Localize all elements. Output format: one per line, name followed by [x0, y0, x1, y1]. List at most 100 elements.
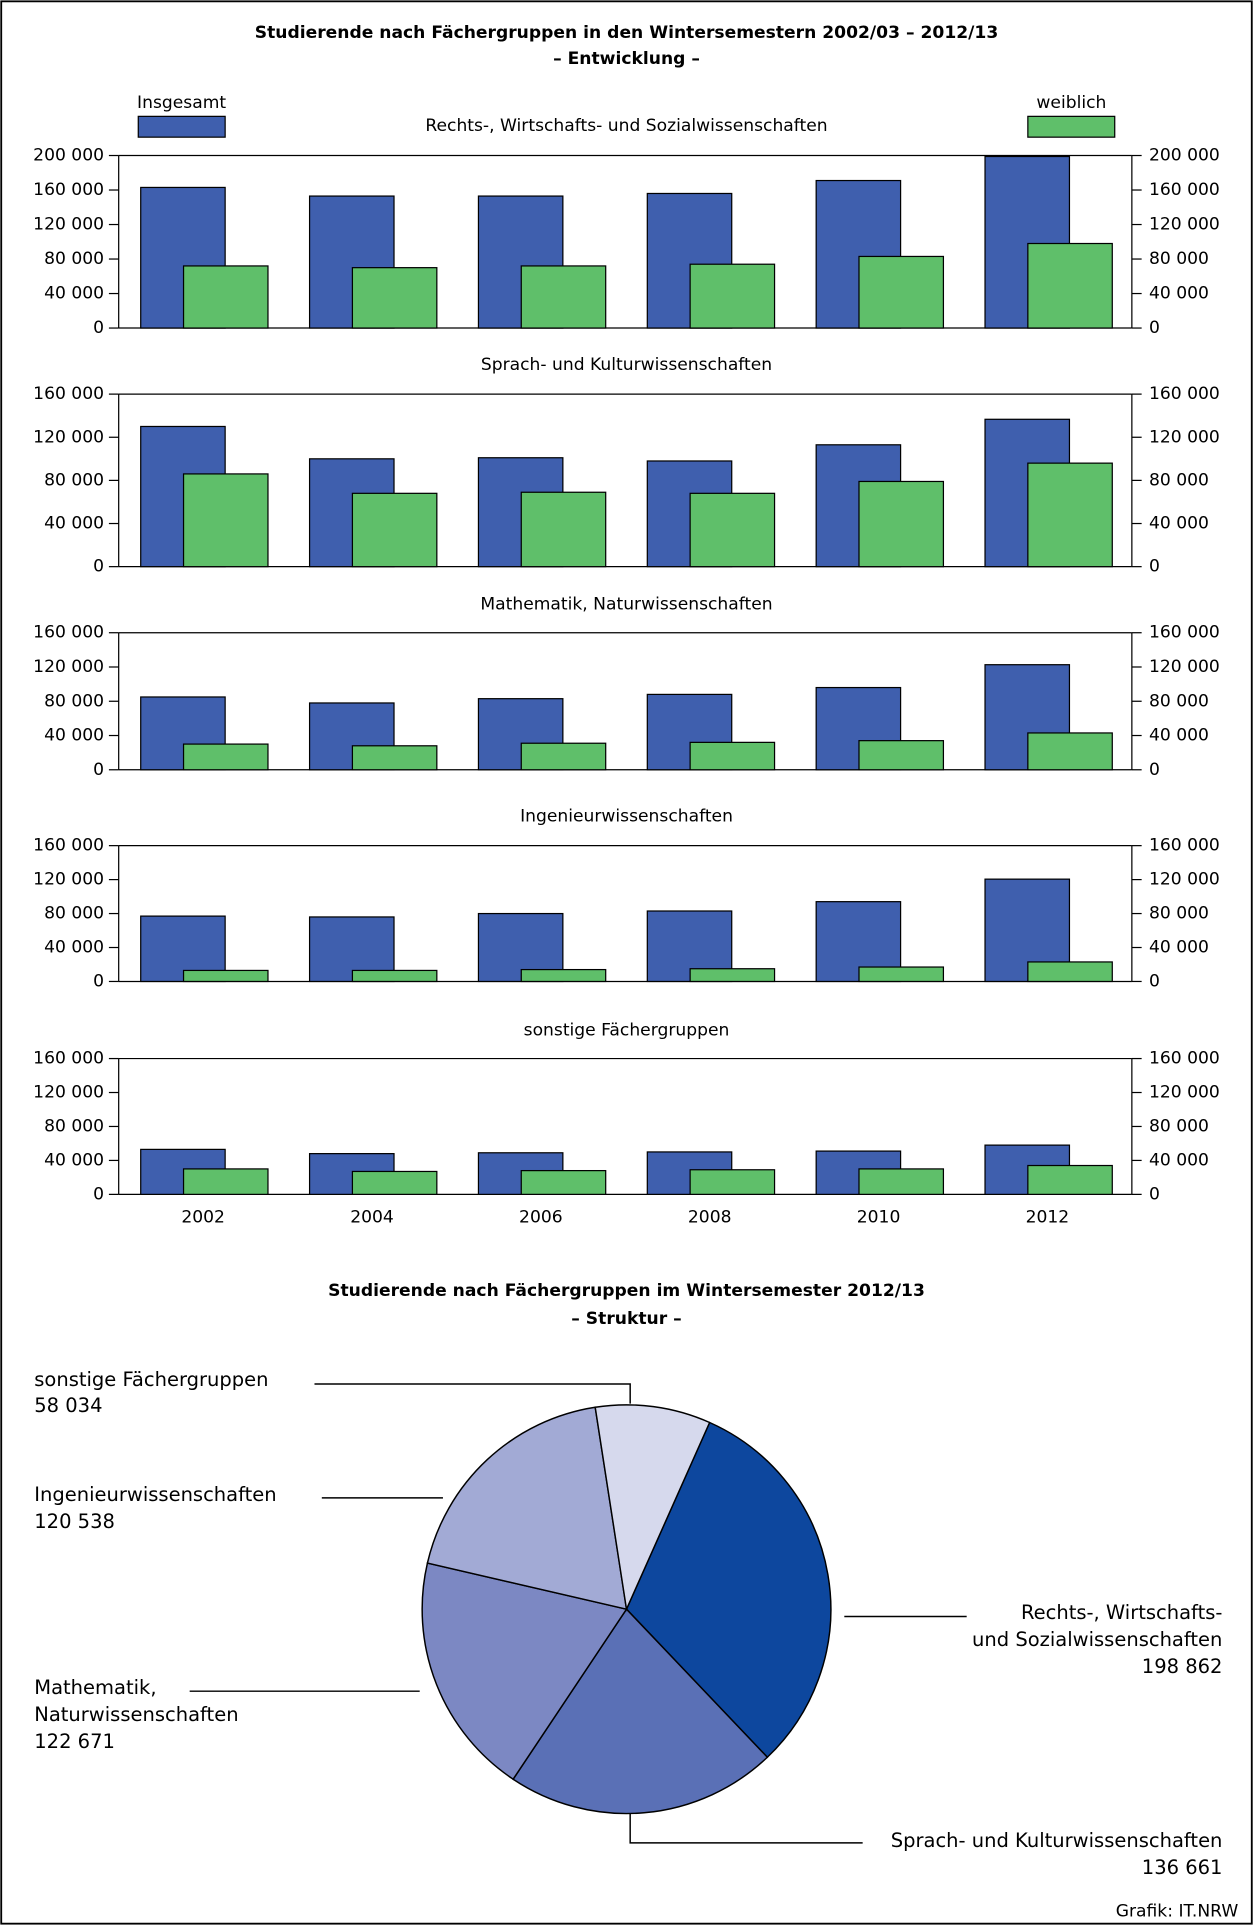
y-tick-label: 0 — [93, 760, 104, 780]
pie-slice — [594, 1404, 711, 1612]
y2-tick-label: 160 000 — [1149, 384, 1220, 404]
panel-title: Rechts-, Wirtschafts- und Sozialwissensc… — [425, 116, 827, 136]
y-tick-label: 0 — [93, 557, 104, 577]
y2-tick-label: 80 000 — [1149, 691, 1209, 711]
y2-tick-label: 0 — [1149, 557, 1160, 577]
pie-slice — [512, 1608, 769, 1815]
bar — [689, 741, 776, 771]
bar — [520, 491, 607, 568]
y-tick-label: 120 000 — [33, 215, 104, 235]
bar — [1027, 1164, 1113, 1195]
leader-line — [314, 1383, 631, 1404]
pie-slice — [421, 1562, 628, 1781]
y-tick-label: 80 000 — [44, 470, 104, 490]
y-tick-label: 160 000 — [33, 384, 104, 404]
chart-subtitle: – Struktur – — [571, 1309, 681, 1329]
y2-tick-label: 40 000 — [1149, 284, 1209, 304]
bar — [520, 1169, 607, 1195]
legend-swatch — [137, 115, 226, 138]
panel-title: Sprach- und Kulturwissenschaften — [481, 355, 772, 375]
y2-tick-label: 120 000 — [1149, 427, 1220, 447]
y-tick-label: 0 — [93, 971, 104, 991]
y2-tick-label: 160 000 — [1149, 1049, 1220, 1069]
x-tick-label: 2008 — [688, 1208, 732, 1228]
bar — [182, 969, 269, 983]
pie-label: Rechts-, Wirtschafts- und Sozialwissensc… — [972, 1601, 1223, 1652]
bar — [351, 267, 438, 329]
y2-tick-label: 40 000 — [1149, 1150, 1209, 1170]
panel-title: Mathematik, Naturwissenschaften — [480, 595, 772, 615]
bar — [351, 1170, 438, 1195]
y2-tick-label: 0 — [1149, 1184, 1160, 1204]
bar — [351, 969, 438, 983]
pie-value-label: 120 538 — [34, 1509, 115, 1533]
y2-tick-label: 200 000 — [1149, 146, 1220, 166]
y-tick-label: 0 — [93, 318, 104, 338]
leader-line — [629, 1813, 863, 1844]
bar — [689, 492, 776, 568]
bar — [351, 745, 438, 771]
bar — [689, 1169, 776, 1195]
y-tick-label: 80 000 — [44, 904, 104, 924]
y-tick-label: 120 000 — [33, 870, 104, 890]
y-tick-label: 120 000 — [33, 1083, 104, 1103]
y-tick-label: 160 000 — [33, 623, 104, 643]
y-tick-label: 160 000 — [33, 1049, 104, 1069]
y2-tick-label: 0 — [1149, 318, 1160, 338]
y2-tick-label: 40 000 — [1149, 938, 1209, 958]
bar — [689, 968, 776, 983]
bar — [182, 1168, 269, 1195]
bar — [520, 742, 607, 771]
y2-tick-label: 0 — [1149, 760, 1160, 780]
x-tick-label: 2002 — [181, 1208, 225, 1228]
y-tick-label: 40 000 — [44, 1150, 104, 1170]
bar — [1027, 961, 1113, 983]
bar — [689, 263, 776, 329]
panel-title: sonstige Fächergruppen — [524, 1020, 730, 1040]
y-tick-label: 120 000 — [33, 657, 104, 677]
pie-label: Sprach- und Kulturwissenschaften — [890, 1828, 1223, 1852]
pie-value-label: 58 034 — [34, 1394, 103, 1418]
y-tick-label: 200 000 — [33, 146, 104, 166]
pie-value-label: 198 862 — [1141, 1655, 1223, 1679]
panel-title: Ingenieurwissenschaften — [520, 806, 733, 826]
y-tick-label: 40 000 — [44, 284, 104, 304]
pie-slice — [625, 1421, 832, 1759]
x-tick-label: 2004 — [350, 1208, 394, 1228]
y-tick-label: 0 — [93, 1184, 104, 1204]
source: Grafik: IT.NRW — [1116, 1901, 1239, 1921]
chart-title: Studierende nach Fächergruppen im Winter… — [328, 1281, 925, 1301]
x-tick-label: 2006 — [519, 1208, 563, 1228]
y2-tick-label: 160 000 — [1149, 623, 1220, 643]
y-tick-label: 160 000 — [33, 180, 104, 200]
pie-label: Ingenieurwissenschaften — [34, 1482, 277, 1506]
y2-tick-label: 120 000 — [1149, 657, 1220, 677]
y-tick-label: 80 000 — [44, 1116, 104, 1136]
pie-value-label: 136 661 — [1141, 1855, 1223, 1879]
y2-tick-label: 160 000 — [1149, 836, 1220, 856]
y2-tick-label: 80 000 — [1149, 249, 1209, 269]
pie-value-label: 122 671 — [34, 1729, 115, 1753]
y-tick-label: 80 000 — [44, 691, 104, 711]
y-tick-label: 160 000 — [33, 836, 104, 856]
y-tick-label: 40 000 — [44, 938, 104, 958]
y2-tick-label: 120 000 — [1149, 870, 1220, 890]
pie-label: Mathematik, Naturwissenschaften — [34, 1675, 239, 1726]
bar — [858, 1168, 945, 1195]
bar — [520, 265, 607, 329]
y2-tick-label: 160 000 — [1149, 180, 1220, 200]
bar — [182, 473, 269, 568]
bar — [182, 265, 269, 329]
y-tick-label: 40 000 — [44, 726, 104, 746]
x-tick-label: 2010 — [857, 1208, 901, 1228]
y-tick-label: 80 000 — [44, 249, 104, 269]
y2-tick-label: 0 — [1149, 971, 1160, 991]
legend-label: weiblich — [1036, 93, 1106, 113]
bar — [858, 966, 945, 983]
pie-slice — [426, 1406, 628, 1611]
bar — [1027, 462, 1113, 568]
chart-subtitle: – Entwicklung – — [553, 49, 700, 69]
bar — [858, 740, 945, 771]
